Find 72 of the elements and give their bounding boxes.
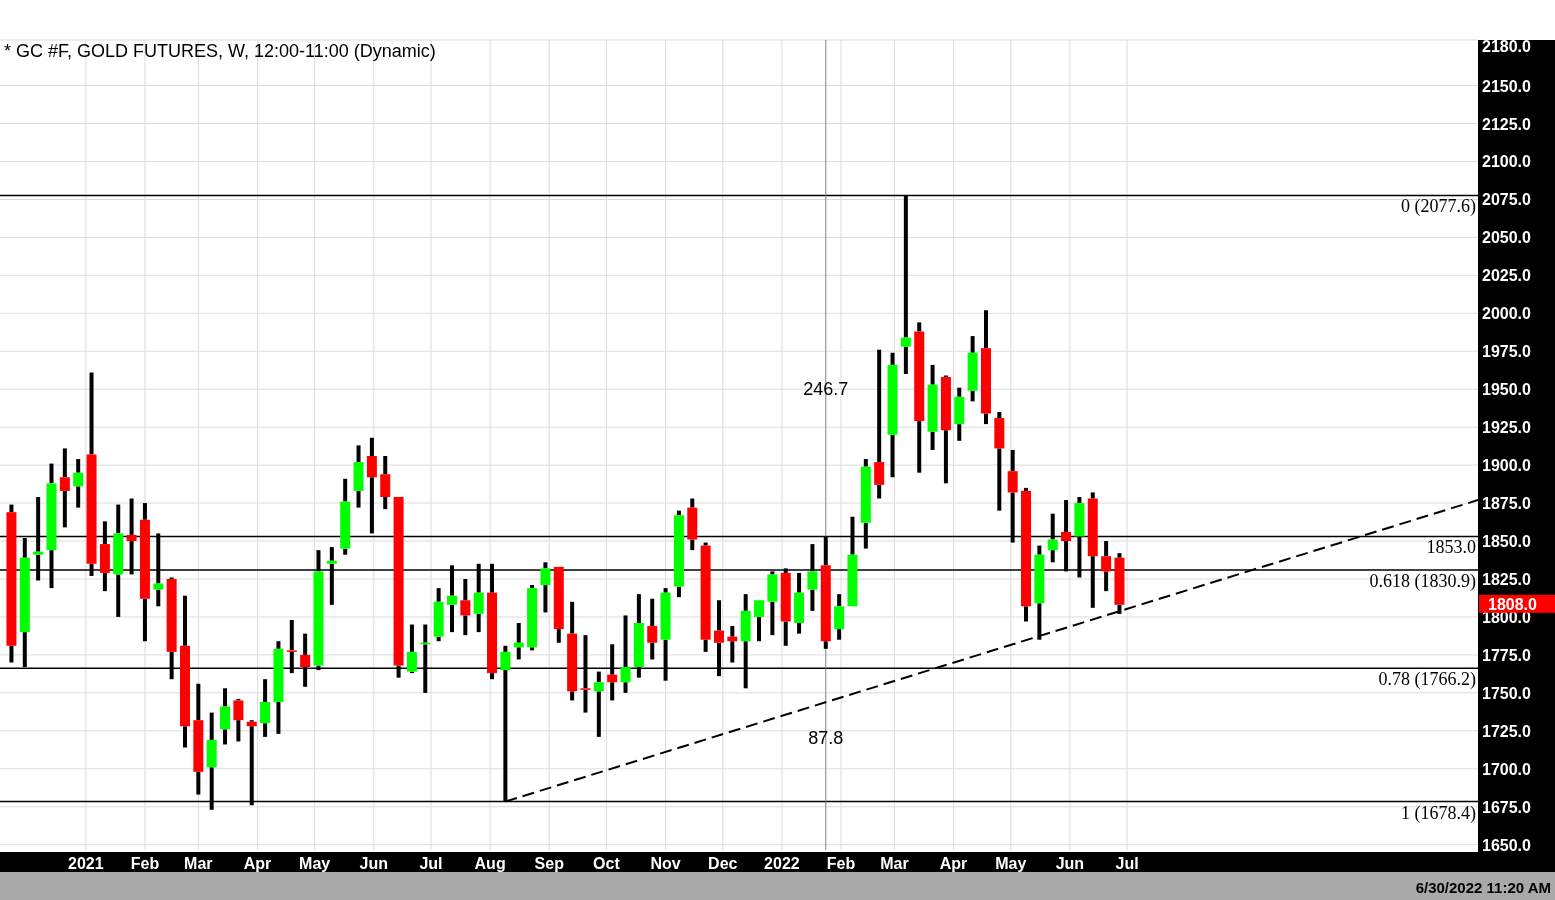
y-tick-label: 1875.0	[1482, 495, 1532, 513]
x-tick-label: Jul	[419, 855, 443, 872]
y-tick-label: 1900.0	[1482, 457, 1532, 475]
candlestick	[73, 459, 84, 508]
x-tick-label: 2021	[68, 855, 104, 872]
x-tick-label: Jun	[1055, 855, 1085, 872]
text: 1808.0	[1488, 595, 1538, 613]
y-tick-label: 2100.0	[1482, 153, 1532, 171]
x-tick-label: Sep	[534, 855, 565, 872]
y-tick-label: 1725.0	[1482, 722, 1532, 740]
candlestick	[914, 322, 925, 473]
candlestick	[994, 411, 1005, 511]
x-tick-label: Mar	[184, 855, 213, 872]
candlestick	[887, 352, 898, 478]
candlestick	[59, 448, 70, 528]
x-tick-label: Jun	[359, 855, 389, 872]
x-tick-label: May	[995, 855, 1027, 872]
y-tick-label: 2125.0	[1482, 115, 1532, 133]
y-tick-label: 1775.0	[1482, 646, 1532, 664]
ref-line-label: 0 (2077.6)	[1401, 196, 1476, 218]
x-tick-label: Aug	[474, 855, 506, 872]
candlestick	[460, 578, 471, 636]
candlestick	[220, 688, 231, 745]
ref-line-label: 1 (1678.4)	[1401, 802, 1476, 824]
candlestick	[380, 456, 391, 510]
candlestick	[834, 594, 845, 640]
candlestick	[874, 349, 885, 499]
x-tick-label: 2022	[764, 855, 800, 872]
x-tick-label: Feb	[826, 855, 856, 872]
x-tick-label: Mar	[880, 855, 909, 872]
x-tick-label: Apr	[243, 855, 272, 872]
y-tick-label: 2000.0	[1482, 305, 1532, 323]
x-tick-label: Feb	[130, 855, 160, 872]
candlestick	[967, 336, 978, 402]
y-tick-label: 1675.0	[1482, 798, 1532, 816]
candlestick	[527, 585, 538, 651]
candlestick	[954, 387, 965, 441]
annotation: 246.7	[803, 379, 849, 400]
annotation: 87.8	[808, 728, 844, 749]
y-tick-label: 1850.0	[1482, 533, 1532, 551]
y-tick-label: 1650.0	[1482, 836, 1532, 854]
candlestick	[353, 445, 364, 508]
y-tick-label: 1950.0	[1482, 381, 1532, 399]
candlestick	[260, 679, 271, 737]
candlestick	[647, 598, 658, 660]
x-tick-label: Jul	[1115, 855, 1139, 872]
y-tick-label: 1750.0	[1482, 684, 1532, 702]
ref-line-label: 0.618 (1830.9)	[1369, 571, 1476, 593]
y-tick-label: 1975.0	[1482, 343, 1532, 361]
y-tick-label: 1825.0	[1482, 570, 1532, 588]
ref-line-label: 0.78 (1766.2)	[1378, 669, 1476, 691]
x-tick-label: May	[299, 855, 331, 872]
y-tick-label: 2025.0	[1482, 267, 1532, 285]
candlestick	[794, 572, 805, 634]
candlestick	[593, 671, 604, 737]
x-tick-label: Oct	[593, 855, 621, 872]
candlestick	[980, 310, 991, 425]
ref-line-label: 1853.0	[1426, 537, 1476, 558]
y-tick-label: 2050.0	[1482, 229, 1532, 247]
candlestick	[193, 683, 204, 795]
y-tick-label: 2075.0	[1482, 191, 1532, 209]
y-tick-label: 1925.0	[1482, 419, 1532, 437]
x-tick-label: Nov	[650, 855, 681, 872]
chart-title: * GC #F, GOLD FUTURES, W, 12:00-11:00 (Dynamic)	[4, 41, 436, 61]
candlestick	[927, 364, 938, 450]
y-tick-label: 2150.0	[1482, 77, 1532, 95]
text: 6/30/2022 11:20 AM	[1415, 879, 1551, 896]
candlestick	[366, 437, 377, 534]
y-tick-label: 1700.0	[1482, 760, 1532, 778]
x-tick-label: Dec	[708, 855, 738, 872]
x-tick-label: Apr	[939, 855, 968, 872]
y-tick-label: 2180.0	[1482, 38, 1532, 55]
